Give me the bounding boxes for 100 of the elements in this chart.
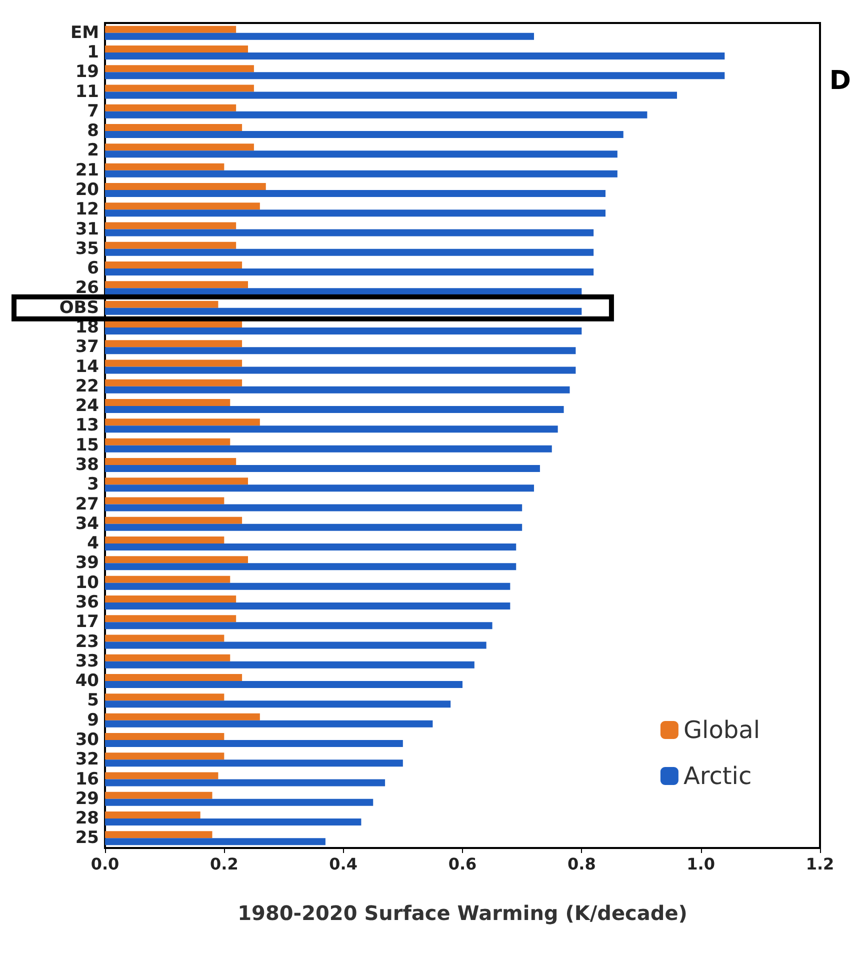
bar xyxy=(105,262,242,269)
bar xyxy=(105,779,386,786)
legend-label: Arctic xyxy=(683,762,752,790)
bar xyxy=(105,288,582,296)
y-tick-label: EM xyxy=(70,22,99,43)
bar xyxy=(105,399,230,406)
bar xyxy=(105,634,224,642)
y-tick-label: 35 xyxy=(75,238,99,259)
bar xyxy=(105,327,582,334)
x-tick-label: 0.6 xyxy=(448,854,477,874)
bar xyxy=(105,838,326,846)
bar xyxy=(105,642,486,649)
bar xyxy=(105,602,510,610)
bar xyxy=(105,544,516,551)
bar xyxy=(105,694,224,701)
bar xyxy=(105,681,462,688)
x-tick-label: 0.0 xyxy=(90,854,120,874)
y-tick-label: 22 xyxy=(75,376,99,396)
bar xyxy=(105,222,236,230)
bar xyxy=(105,347,576,354)
bar xyxy=(105,615,236,622)
y-tick-label: 29 xyxy=(75,788,99,809)
x-tick-label: 1.2 xyxy=(806,854,834,874)
bar xyxy=(105,700,451,708)
bar xyxy=(105,484,534,492)
bar xyxy=(105,366,576,374)
bar xyxy=(105,386,570,394)
y-tick-label: 39 xyxy=(75,553,99,574)
bar xyxy=(105,740,403,747)
x-tick-label: 1.0 xyxy=(686,854,716,874)
y-tick-label: 33 xyxy=(75,651,99,672)
bar xyxy=(105,720,433,728)
bar xyxy=(105,661,474,668)
x-tick-label: 0.8 xyxy=(567,854,596,874)
bar xyxy=(105,556,248,564)
bar xyxy=(105,45,248,52)
bar xyxy=(105,654,230,662)
y-tick-label: 1 xyxy=(87,42,99,62)
y-tick-label: 37 xyxy=(75,337,99,358)
y-tick-label: 2 xyxy=(87,140,99,161)
bar xyxy=(105,72,725,80)
y-tick-label: 20 xyxy=(75,180,100,200)
y-tick-label: 5 xyxy=(87,690,99,711)
y-tick-label: 36 xyxy=(75,592,99,612)
bar xyxy=(105,595,236,602)
y-tick-label: OBS xyxy=(59,298,99,318)
bar xyxy=(105,242,236,249)
y-tick-label: 30 xyxy=(75,730,100,750)
bar xyxy=(105,674,242,682)
text: D xyxy=(829,66,852,96)
x-axis-title: 1980-2020 Surface Warming (K/decade) xyxy=(238,901,688,925)
bar xyxy=(105,752,224,760)
y-tick-label: 32 xyxy=(75,750,99,770)
bar xyxy=(105,536,224,544)
y-tick-label: 17 xyxy=(75,612,99,632)
bar xyxy=(105,426,558,433)
legend-label: Global xyxy=(683,716,760,744)
y-tick-label: 40 xyxy=(75,671,100,692)
bar xyxy=(105,760,403,767)
bar xyxy=(105,182,266,190)
bar xyxy=(105,300,218,308)
y-tick-label: 4 xyxy=(87,534,100,554)
y-tick-label: 21 xyxy=(75,160,99,180)
bar xyxy=(105,772,218,780)
bar xyxy=(105,190,606,197)
y-tick-label: 19 xyxy=(75,62,99,82)
bar xyxy=(105,516,242,524)
bar xyxy=(105,563,516,570)
bar xyxy=(105,497,224,504)
x-tick-label: 0.4 xyxy=(329,854,358,874)
bar xyxy=(105,504,522,512)
y-tick-label: 25 xyxy=(75,828,99,848)
bar xyxy=(105,144,254,151)
bar xyxy=(105,576,230,583)
y-tick-label: 7 xyxy=(87,101,99,122)
bar xyxy=(105,418,260,426)
y-tick-label: 13 xyxy=(75,416,99,436)
bar xyxy=(105,792,212,799)
bar xyxy=(105,524,522,531)
bar xyxy=(105,281,248,288)
bar xyxy=(105,65,254,72)
y-tick-label: 28 xyxy=(75,808,99,829)
y-tick-label: 38 xyxy=(75,454,99,475)
bar xyxy=(105,464,540,472)
x-tick-label: 0.2 xyxy=(210,854,238,874)
bar xyxy=(105,131,624,138)
y-tick-label: 3 xyxy=(87,474,99,495)
bar xyxy=(105,124,242,132)
bar xyxy=(105,582,510,590)
bar xyxy=(105,406,564,414)
bar xyxy=(105,360,242,367)
bar xyxy=(105,52,725,60)
y-tick-label: 11 xyxy=(75,82,99,102)
bar xyxy=(105,622,492,630)
bar xyxy=(105,818,362,826)
bar xyxy=(105,445,552,452)
bar xyxy=(105,111,648,118)
bar xyxy=(105,379,242,386)
y-tick-label: 10 xyxy=(75,572,100,593)
y-tick-label: 12 xyxy=(75,200,99,220)
